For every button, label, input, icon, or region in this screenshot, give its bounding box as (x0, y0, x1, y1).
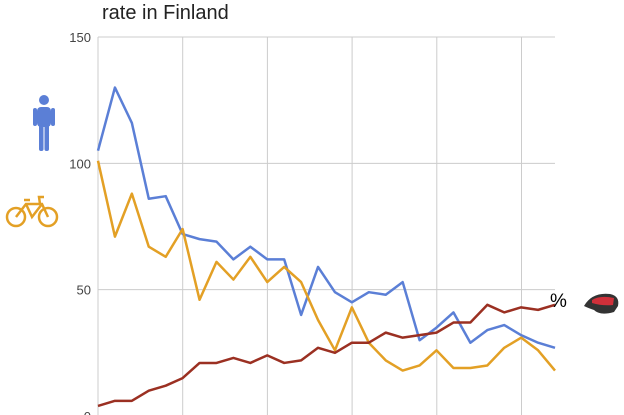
y-tick-label: 50 (77, 283, 91, 298)
y-tick-label: 0 (84, 409, 91, 415)
series-line-cyclists (96, 160, 556, 372)
y-tick-label: 150 (69, 30, 91, 45)
series-line-pedestrians (96, 86, 556, 349)
percent-label: % (550, 291, 567, 312)
y-tick-label: 100 (69, 156, 91, 171)
chart-title: rate in Finland (102, 2, 229, 24)
series-line-helmet-use-rate (97, 303, 556, 408)
